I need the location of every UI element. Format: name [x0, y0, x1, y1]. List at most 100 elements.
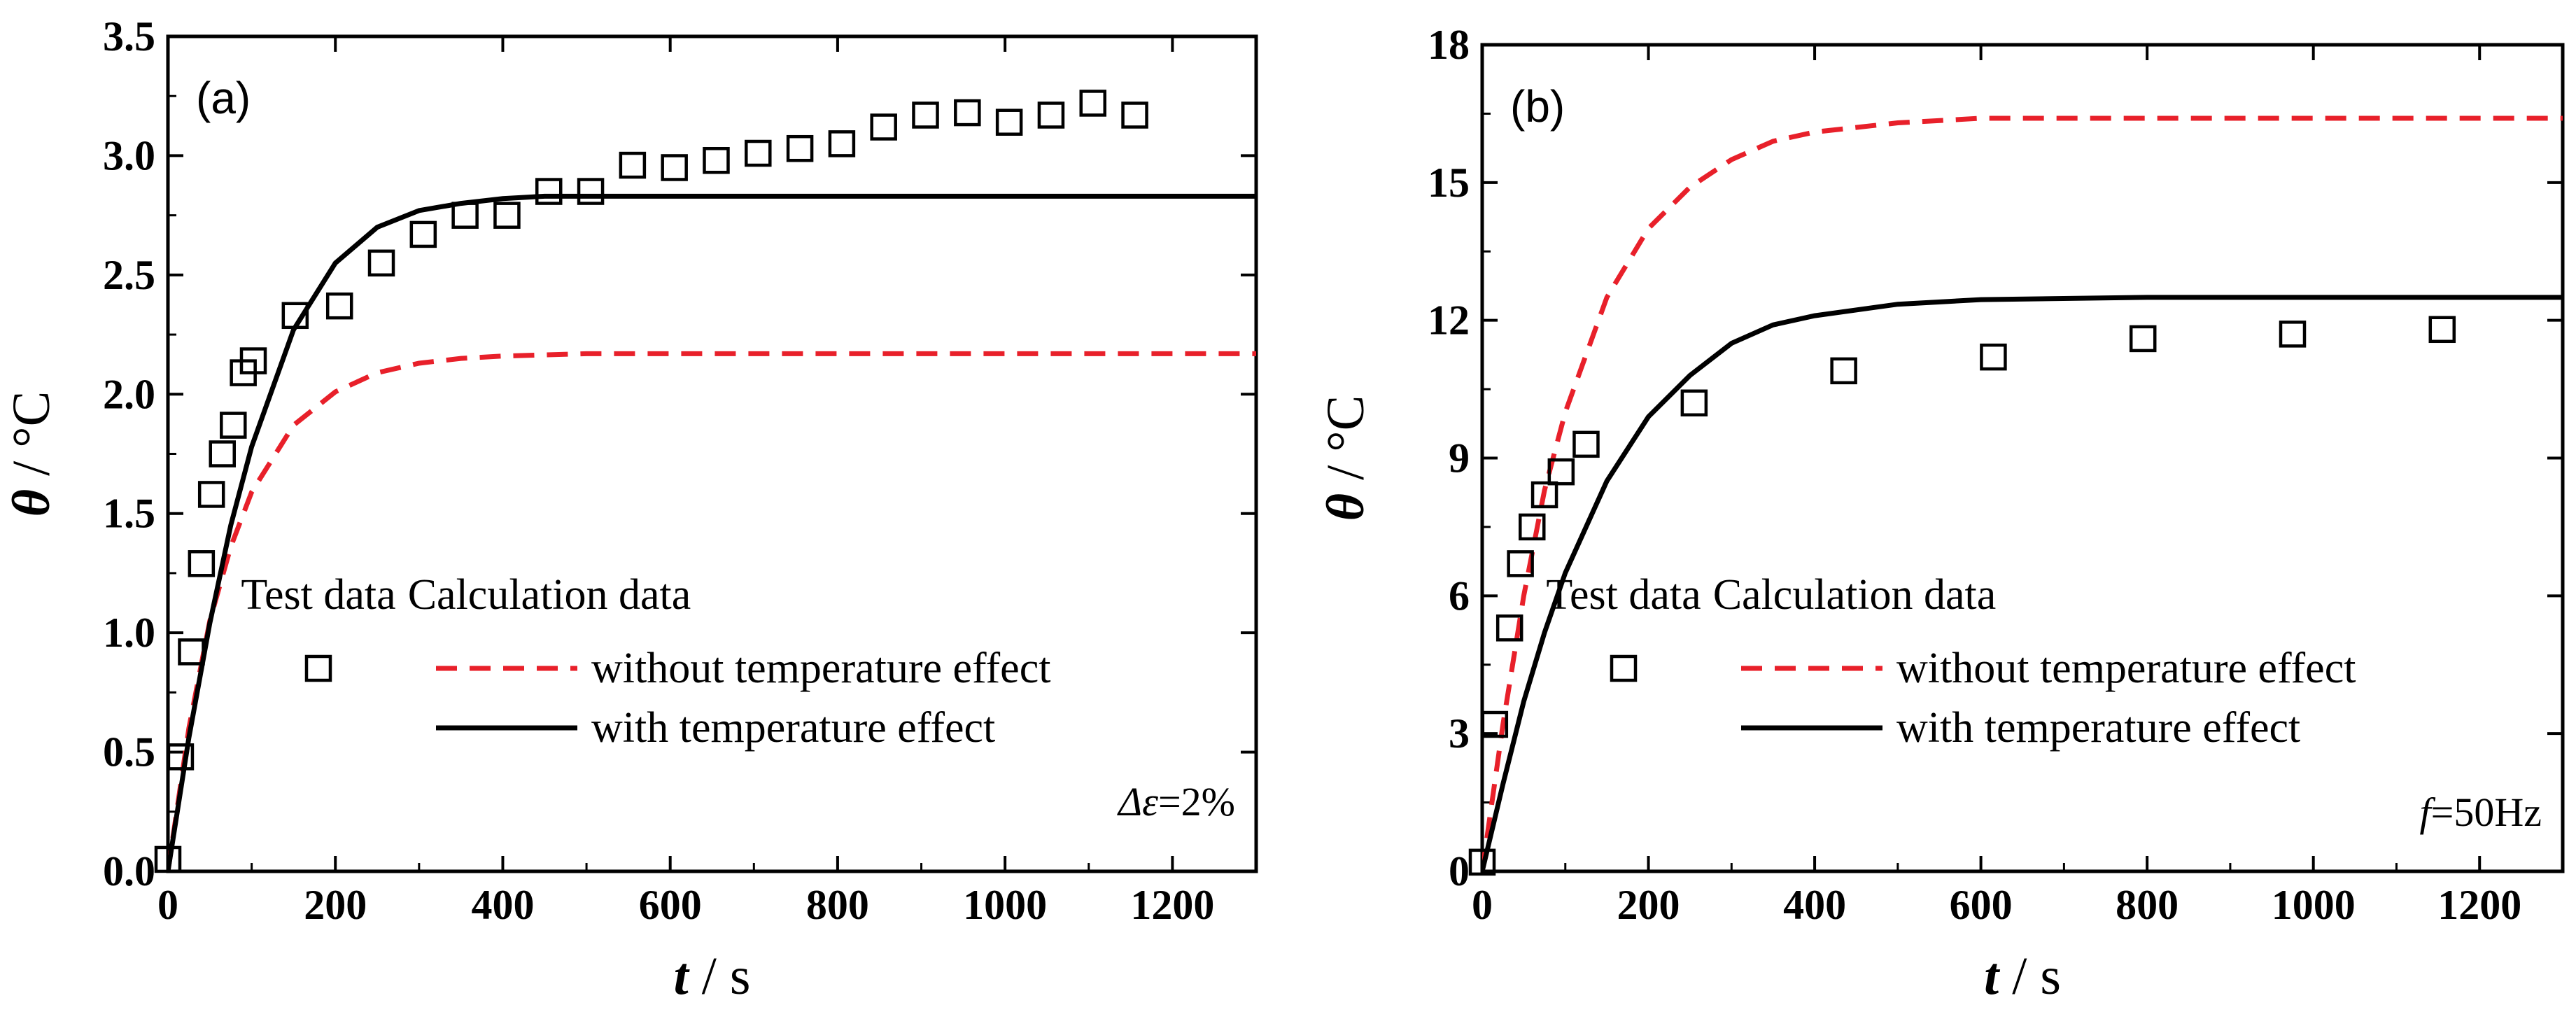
x-tick-label: 400: [471, 882, 534, 928]
y-axis-variable: θ: [2, 489, 61, 516]
test-data-point: [209, 440, 236, 468]
legend-calc-title: Calculation data: [1713, 571, 1997, 619]
x-axis-label: t / s: [1984, 947, 2061, 1006]
y-axis-label: θ / °C: [2, 391, 61, 517]
without-temperature-effect-line: [168, 351, 1256, 871]
test-data-point: [1547, 458, 1575, 486]
legend-with-label: with temperature effect: [1896, 704, 2300, 752]
test-data-point: [178, 638, 205, 666]
y-tick-label: 0.0: [103, 848, 155, 894]
legend-test-title: Test data: [241, 571, 395, 619]
test-data-point: [912, 101, 939, 129]
test-data-point: [2129, 325, 2157, 353]
legend-without-label: without temperature effect: [591, 645, 1050, 692]
y-tick-label: 1.0: [103, 610, 155, 656]
y-tick-label: 2.5: [103, 252, 155, 298]
x-tick-label: 1000: [2272, 882, 2356, 928]
condition-annotation: Δε=2%: [1117, 779, 1235, 824]
test-data-point: [995, 108, 1023, 136]
test-data-point: [1680, 389, 1708, 417]
test-data-point: [1572, 430, 1600, 458]
x-tick-label: 400: [1783, 882, 1846, 928]
y-tick-label: 18: [1428, 22, 1470, 68]
panel-label: (b): [1510, 81, 1565, 132]
test-data-point: [2428, 316, 2456, 344]
y-tick-label: 2.0: [103, 371, 155, 417]
test-data-point: [1037, 101, 1065, 129]
x-tick-label: 1200: [2437, 882, 2521, 928]
x-axis-variable: t: [1984, 947, 2001, 1006]
y-tick-label: 0.5: [103, 729, 155, 775]
test-data-point: [1530, 481, 1558, 509]
condition-value: =2%: [1158, 779, 1235, 824]
test-data-point: [1468, 848, 1496, 876]
test-data-point: [870, 113, 897, 141]
test-data-point: [1980, 343, 2007, 371]
x-tick-label: 600: [1950, 882, 2013, 928]
x-tick-label: 800: [2116, 882, 2179, 928]
test-data-point: [1079, 90, 1106, 117]
test-data-point: [786, 134, 814, 162]
y-axis-unit: / °C: [2, 391, 61, 489]
test-data-point: [2279, 321, 2307, 348]
test-data-point: [409, 220, 437, 248]
x-tick-label: 0: [1472, 882, 1493, 928]
test-data-point: [535, 178, 563, 205]
x-tick-label: 800: [806, 882, 869, 928]
x-tick-label: 1000: [963, 882, 1047, 928]
x-tick-label: 1200: [1130, 882, 1214, 928]
x-tick-label: 200: [304, 882, 367, 928]
x-tick-label: 600: [639, 882, 702, 928]
y-tick-label: 3.0: [103, 132, 155, 178]
test-data-point: [745, 139, 772, 167]
test-data-point: [1121, 101, 1148, 129]
test-data-point: [325, 292, 353, 320]
y-axis-variable: θ: [1316, 493, 1375, 521]
y-axis-unit: / °C: [1316, 395, 1375, 493]
x-axis-variable: t: [674, 947, 691, 1006]
panel-a: 0 200 400 600 800 1000 1200 0.0 0.5 1.0 1.5 2.0 2.5 3…: [2, 13, 1258, 1006]
test-data-point: [367, 249, 395, 277]
test-data-point: [1830, 357, 1857, 385]
test-data-point: [828, 130, 856, 157]
test-data-point: [451, 202, 479, 229]
panel-label: (a): [196, 73, 251, 123]
test-data-point: [188, 550, 216, 577]
without-temperature-effect-line: [1482, 115, 2563, 871]
test-data-point: [167, 743, 195, 771]
condition-annotation: f=50Hz: [2420, 789, 2542, 835]
with-temperature-effect-line: [1482, 295, 2563, 871]
y-tick-label: 9: [1449, 435, 1470, 482]
legend-without-label: without temperature effect: [1896, 645, 2356, 692]
with-temperature-effect-line: [168, 193, 1256, 871]
y-tick-label: 6: [1449, 572, 1470, 619]
x-axis-unit: / s: [689, 947, 751, 1006]
x-tick-label: 0: [157, 882, 178, 928]
y-tick-label: 3: [1449, 710, 1470, 757]
y-axis-label: θ / °C: [1316, 395, 1375, 521]
legend-test-title: Test data: [1546, 571, 1701, 619]
y-tick-label: 3.5: [103, 13, 155, 59]
test-data-point: [954, 99, 981, 127]
test-data-point: [661, 154, 688, 181]
y-tick-label: 0: [1449, 848, 1470, 894]
test-data-point: [1495, 614, 1523, 642]
test-data-point: [1481, 710, 1509, 738]
x-tick-label: 200: [1617, 882, 1680, 928]
panel-b: 0 200 400 600 800 1000 1200 0 3 6 9 12 15 18 t / s θ / …: [1316, 22, 2565, 1006]
test-data-point: [220, 412, 247, 439]
test-data-point: [1507, 550, 1534, 577]
condition-value: =50Hz: [2431, 789, 2542, 835]
legend-test-marker: [304, 654, 332, 682]
y-tick-label: 15: [1428, 160, 1470, 206]
test-data-point: [577, 178, 605, 205]
test-data-point: [1519, 513, 1546, 541]
test-data-point: [281, 302, 309, 330]
x-axis-label: t / s: [674, 947, 751, 1006]
test-data-point: [154, 845, 182, 873]
test-data-point: [493, 202, 521, 229]
legend-test-marker: [1610, 654, 1638, 682]
test-data-point: [619, 151, 647, 179]
condition-variable: Δε: [1117, 779, 1158, 824]
